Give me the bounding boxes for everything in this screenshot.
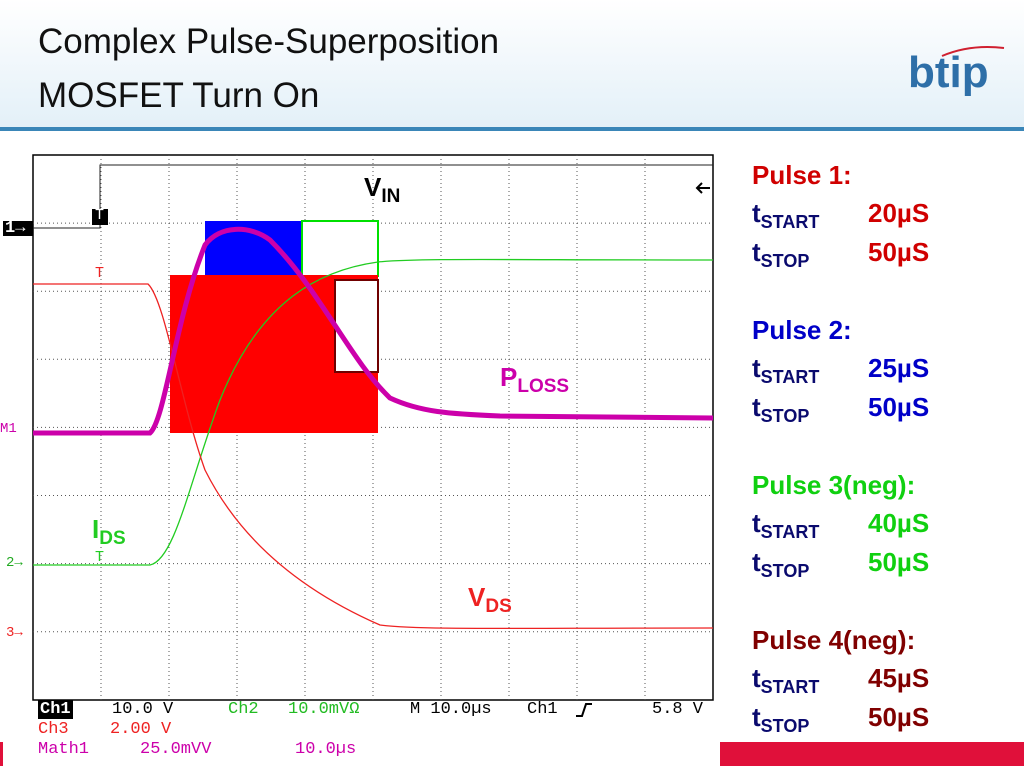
pulse-value: 50µS [868, 237, 930, 267]
pulse-title: Pulse 4(neg): [752, 625, 916, 655]
title-line: Complex Pulse-Superposition [38, 22, 500, 61]
param-main: t [752, 198, 761, 228]
param-sub: STOP [760, 561, 810, 581]
trigger-mark: T [95, 207, 105, 224]
pulse-param: tSTART [752, 198, 819, 233]
param-main: t [752, 547, 761, 577]
pulse-value: 50µS [868, 702, 930, 732]
label-main: V [364, 172, 382, 202]
pulse-param: tSTART [752, 508, 819, 543]
pulse-value: 20µS [868, 198, 930, 228]
scope [3, 154, 714, 701]
footer-bar [0, 742, 3, 766]
readout: 2.00 V [110, 720, 172, 739]
readout: 10.0mVΩ [288, 700, 360, 719]
param-sub: START [760, 367, 820, 387]
readout: 25.0mVV [140, 740, 212, 759]
param-main: t [752, 702, 761, 732]
pulse-title: Pulse 3(neg): [752, 470, 916, 500]
param-main: t [752, 353, 761, 383]
param-sub: STOP [760, 251, 810, 271]
label-main: P [500, 362, 518, 392]
pulse-title: Pulse 2: [752, 315, 852, 345]
param-main: t [752, 392, 761, 422]
pulse-value: 40µS [868, 508, 930, 538]
param-main: t [752, 508, 761, 538]
label-main: V [468, 582, 486, 612]
pulse-title: Pulse 1: [752, 160, 852, 190]
readout: M 10.0µs [410, 700, 492, 719]
pulse-param: tSTART [752, 353, 819, 388]
readout: 10.0 V [112, 700, 174, 719]
readout: 10.0µs [295, 740, 357, 759]
header: Complex Pulse-Superposition MOSFET Turn … [0, 0, 1024, 131]
readout: 5.8 V [652, 700, 704, 719]
pulse-param: tSTOP [752, 392, 809, 427]
channel-marker: 3→ [6, 625, 23, 641]
trace-label: VDS [468, 582, 512, 618]
param-sub: STOP [760, 716, 810, 736]
readout: Ch2 [228, 700, 259, 719]
param-sub: START [760, 522, 820, 542]
label-sub: DS [99, 528, 126, 549]
channel-marker: M1 [0, 421, 17, 437]
pulse-param: tSTOP [752, 547, 809, 582]
title-line: MOSFET Turn On [38, 76, 320, 115]
pulse-param: tSTOP [752, 237, 809, 272]
trace-label: VIN [364, 172, 400, 208]
param-sub: STOP [760, 406, 810, 426]
trace-label: PLOSS [500, 362, 569, 398]
param-main: t [752, 237, 761, 267]
label-sub: DS [485, 596, 512, 617]
param-main: t [752, 663, 761, 693]
pulse-param: tSTOP [752, 702, 809, 737]
channel-marker: 2→ [6, 555, 23, 571]
pulse-value: 45µS [868, 663, 930, 693]
label-sub: LOSS [517, 376, 570, 397]
logo: btip [908, 48, 989, 97]
channel-marker: 1→ [5, 219, 26, 238]
readout: Ch1 [527, 700, 558, 719]
param-sub: START [760, 677, 820, 697]
pulse-value: 25µS [868, 353, 930, 383]
param-sub: START [760, 212, 820, 232]
label-main: I [92, 514, 100, 544]
pulse-param: tSTART [752, 663, 819, 698]
label-sub: IN [381, 186, 401, 207]
logo-swoosh [941, 46, 1005, 57]
readout: Math1 [38, 740, 90, 759]
readout: Ch3 [38, 720, 69, 739]
trigger-slope [576, 703, 592, 717]
trace-label: IDS [92, 514, 126, 550]
trigger-mark: T [95, 265, 105, 282]
pulse-value: 50µS [868, 392, 930, 422]
footer-bar [720, 742, 1024, 766]
pulse-value: 50µS [868, 547, 930, 577]
trigger-mark: T [95, 549, 105, 566]
readout: Ch1 [38, 700, 73, 719]
